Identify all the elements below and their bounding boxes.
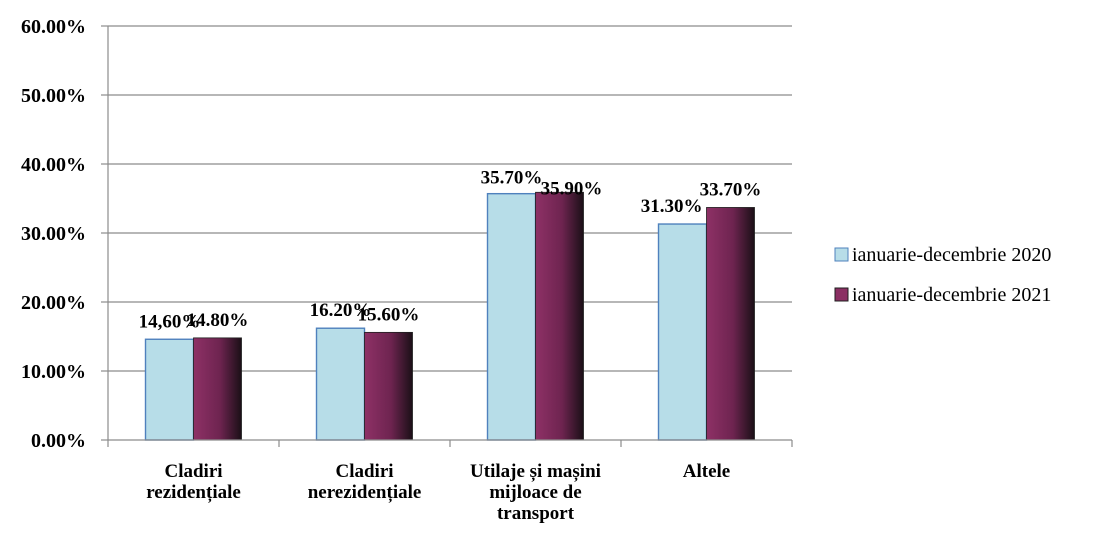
bar-2020 bbox=[657, 223, 708, 441]
bar-2021 bbox=[193, 337, 242, 441]
y-tick-label: 40.00% bbox=[21, 154, 86, 176]
data-label: 35.90% bbox=[541, 178, 603, 199]
data-label: 14.80% bbox=[187, 310, 249, 331]
legend-label: ianuarie-decembrie 2020 bbox=[852, 244, 1051, 266]
x-category-label: Cladiri bbox=[164, 461, 222, 482]
bar-2021 bbox=[535, 191, 584, 441]
data-label: 15.60% bbox=[358, 304, 420, 325]
x-category-label: nerezidențiale bbox=[308, 482, 422, 503]
legend-label: ianuarie-decembrie 2021 bbox=[852, 284, 1051, 306]
x-category-label: rezidențiale bbox=[146, 482, 241, 503]
x-category-label: mijloace de bbox=[489, 482, 581, 503]
y-tick-label: 30.00% bbox=[21, 223, 86, 245]
legend: ianuarie-decembrie 2020 ianuarie-decembri… bbox=[834, 244, 1051, 306]
bar-2020 bbox=[486, 192, 537, 441]
data-label: 33.70% bbox=[700, 179, 762, 200]
data-label: 31.30% bbox=[641, 196, 703, 217]
data-label: 35.70% bbox=[481, 168, 543, 189]
y-tick-label: 20.00% bbox=[21, 292, 86, 314]
x-category-label: transport bbox=[497, 503, 575, 524]
y-tick-label: 10.00% bbox=[21, 361, 86, 383]
bar-2020 bbox=[144, 338, 195, 441]
x-category-label: Altele bbox=[683, 461, 730, 482]
y-tick-label: 60.00% bbox=[21, 16, 86, 38]
x-category-label: Utilaje și mașini bbox=[470, 461, 601, 482]
data-label: 16.20% bbox=[310, 300, 372, 321]
data-label: 14,60% bbox=[139, 311, 201, 332]
bars bbox=[144, 191, 755, 441]
bar-2020 bbox=[315, 327, 366, 441]
axes: 0.00% 10.00% 20.00% 30.00% 40.00% 50.00% 60.00… bbox=[21, 16, 793, 524]
data-labels: 14,60%14.80% 16.20%15.60% 35.70%35.90% 31.3… bbox=[139, 168, 762, 333]
y-tick-label: 50.00% bbox=[21, 85, 86, 107]
legend-swatch-2021 bbox=[834, 287, 849, 302]
x-category-label: Cladiri bbox=[335, 461, 393, 482]
bar-2021 bbox=[364, 331, 413, 441]
bar-2021 bbox=[706, 207, 755, 441]
legend-swatch-2020 bbox=[834, 247, 849, 262]
y-tick-label: 0.00% bbox=[31, 430, 86, 452]
